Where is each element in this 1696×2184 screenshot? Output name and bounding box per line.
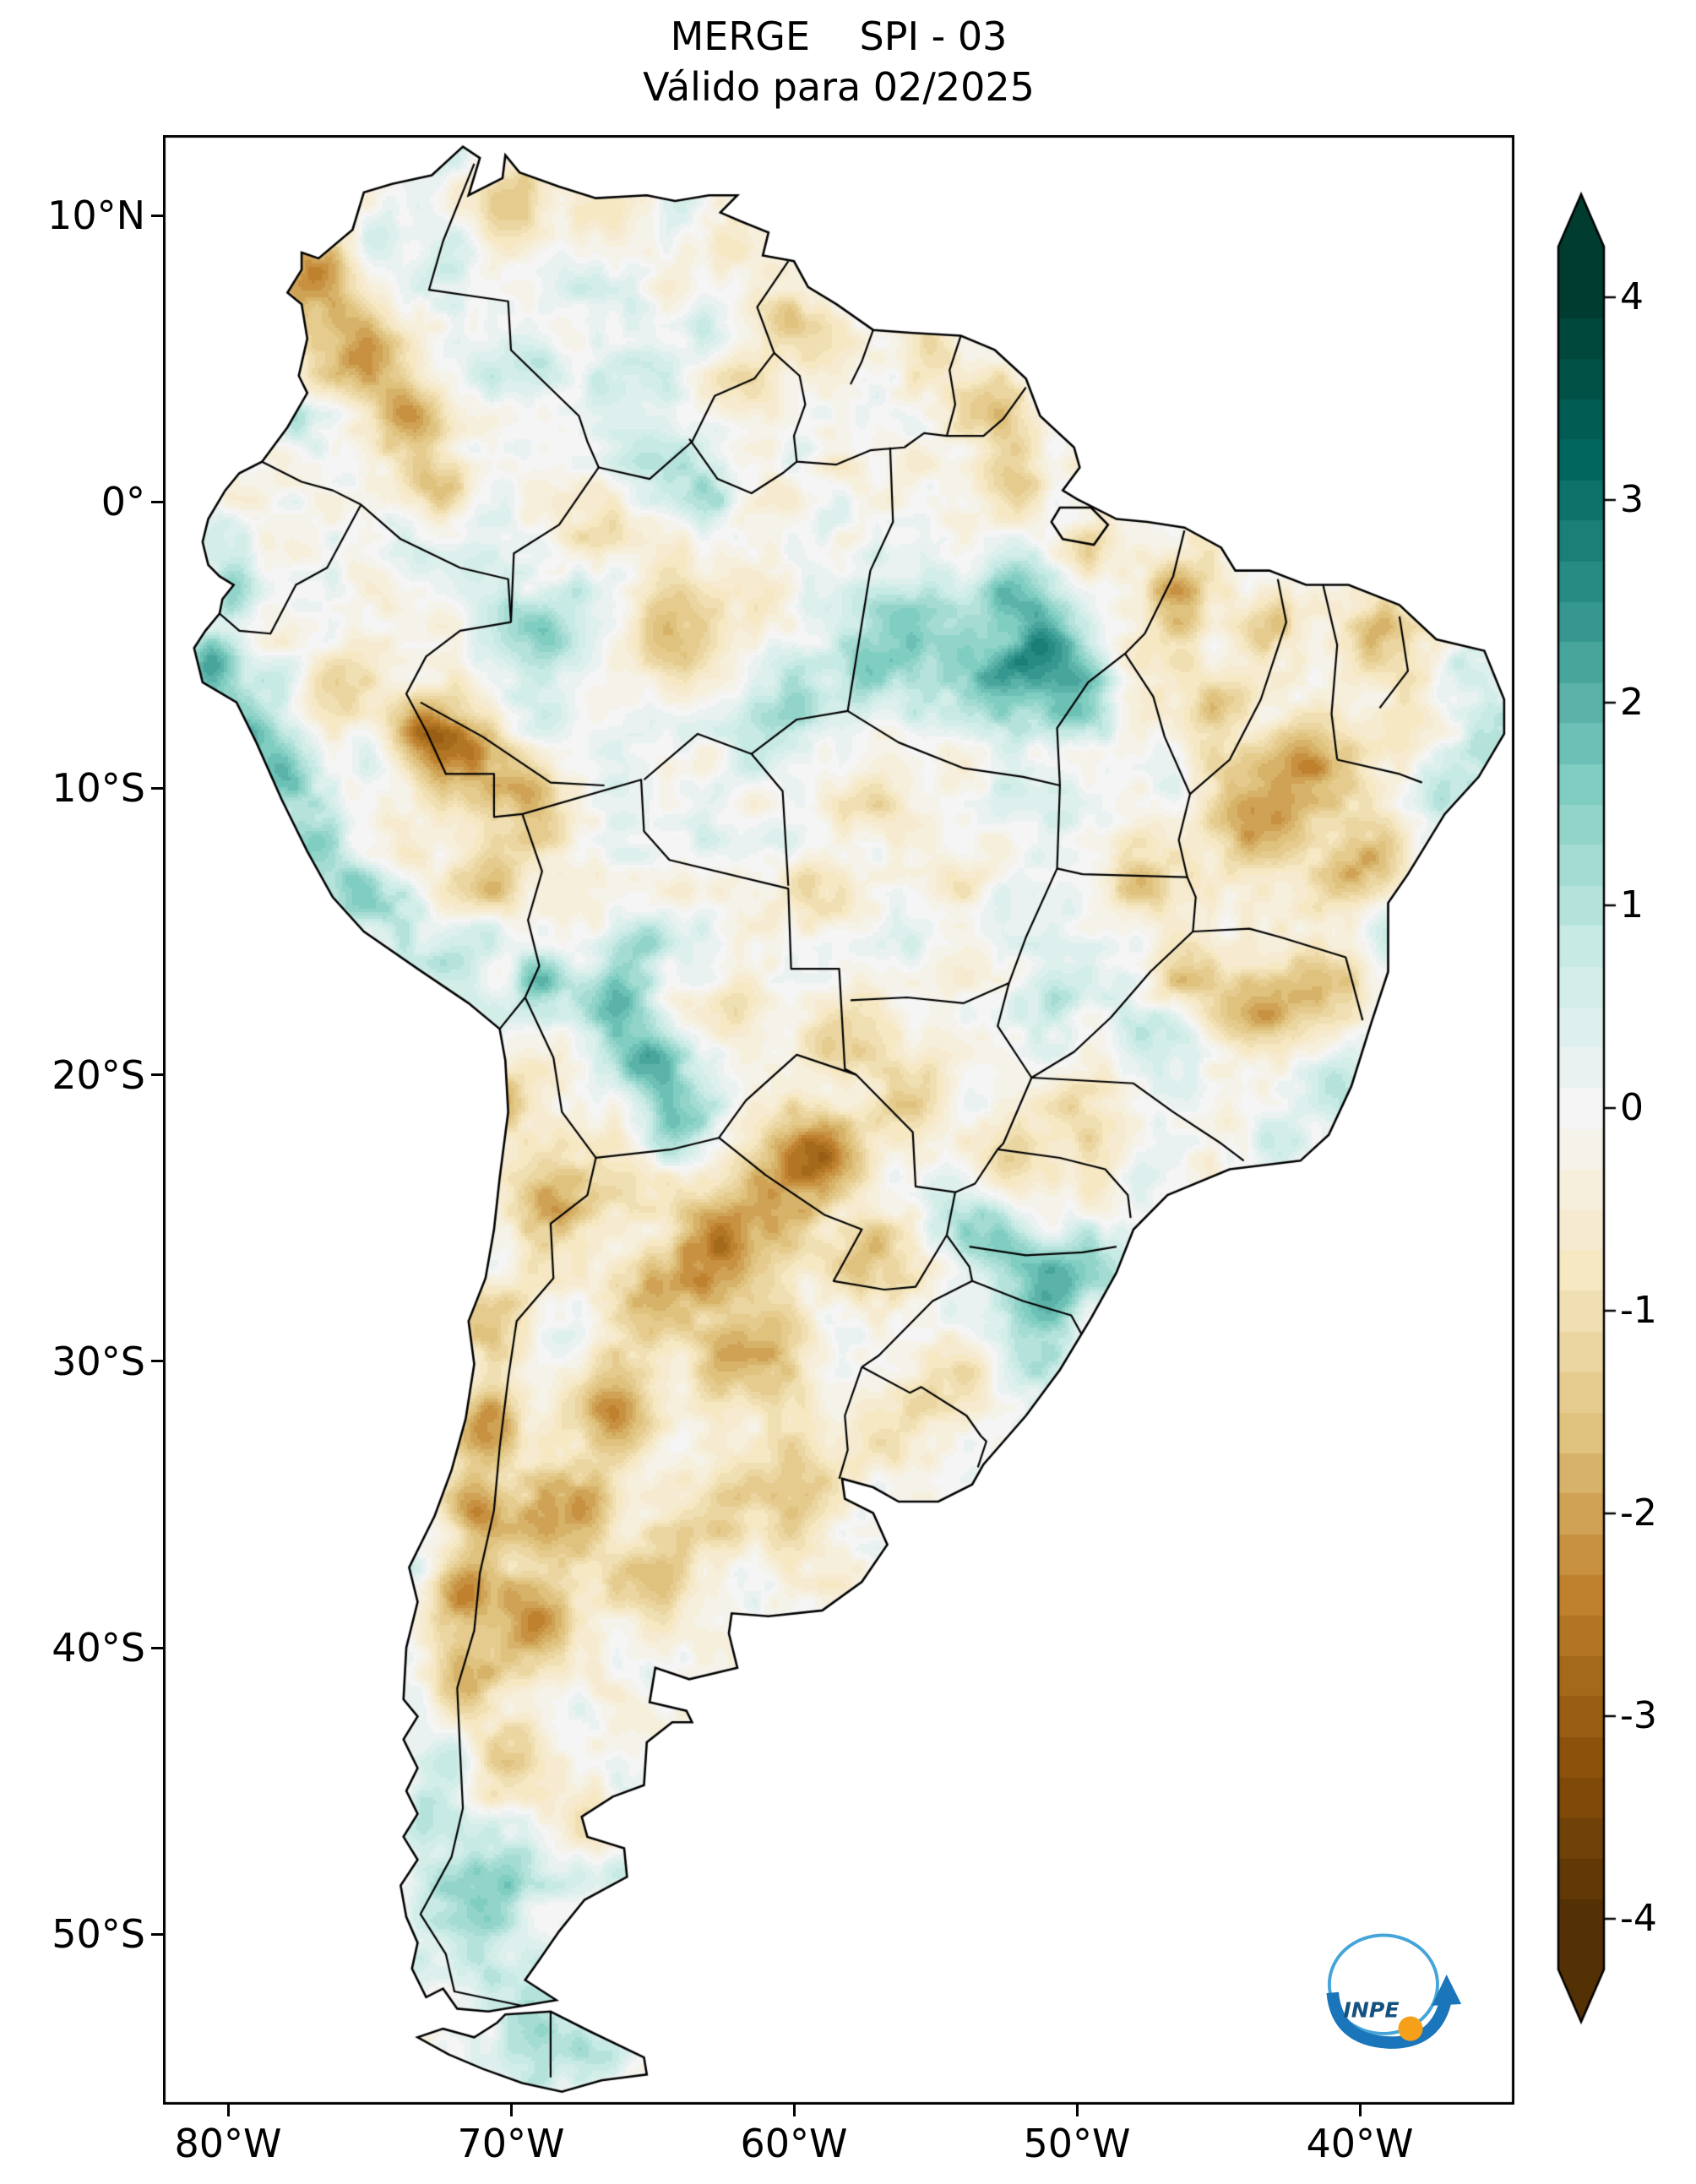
- y-tick-mark: [151, 1646, 163, 1649]
- x-tick-label: 70°W: [457, 2121, 565, 2166]
- colorbar-tick-label: -1: [1620, 1289, 1657, 1332]
- colorbar-tick-label: 3: [1620, 478, 1644, 521]
- logo-orange-dot: [1398, 2016, 1423, 2041]
- y-tick-label: 50°S: [52, 1911, 145, 1958]
- y-tick-mark: [151, 500, 163, 503]
- colorbar-tick-label: 1: [1620, 883, 1644, 926]
- inpe-logo: INPE: [1326, 1933, 1462, 2049]
- y-tick-mark: [151, 1932, 163, 1936]
- colorbar-tick-label: -3: [1620, 1694, 1657, 1737]
- x-tick-mark: [1358, 2105, 1362, 2116]
- x-tick-mark: [1075, 2105, 1079, 2116]
- x-tick-mark: [509, 2105, 513, 2116]
- figure-subtitle: Válido para 02/2025: [643, 64, 1035, 110]
- x-tick-label: 50°W: [1023, 2121, 1131, 2166]
- y-tick-mark: [151, 1360, 163, 1363]
- figure-title: MERGE SPI - 03: [670, 14, 1008, 59]
- y-tick-label: 0°: [101, 479, 145, 525]
- colorbar-tick-label: 2: [1620, 681, 1644, 724]
- colorbar-tick-label: -4: [1620, 1897, 1657, 1940]
- logo-orbit-ring: [1327, 1933, 1439, 2035]
- y-tick-mark: [151, 786, 163, 790]
- logo-arrow: [1326, 1991, 1451, 2049]
- x-tick-label: 60°W: [740, 2121, 848, 2166]
- x-tick-label: 40°W: [1306, 2121, 1414, 2166]
- colorbar-tick-label: 4: [1620, 275, 1644, 318]
- y-tick-label: 10°N: [47, 193, 145, 238]
- y-tick-mark: [151, 214, 163, 217]
- x-tick-label: 80°W: [174, 2121, 282, 2166]
- inpe-logo-text: INPE: [1343, 1997, 1399, 2022]
- x-tick-mark: [792, 2105, 796, 2116]
- y-tick-label: 30°S: [52, 1338, 145, 1384]
- y-tick-label: 20°S: [52, 1051, 145, 1098]
- y-tick-mark: [151, 1073, 163, 1077]
- colorbar-tick-label: -2: [1620, 1491, 1657, 1535]
- colorbar: [1557, 191, 1633, 2066]
- y-tick-label: 10°S: [52, 765, 145, 812]
- logo-arrowhead: [1432, 1975, 1462, 2006]
- colorbar-tick-label: 0: [1620, 1086, 1644, 1129]
- south-america-spi-raster-map: [163, 135, 1514, 2105]
- x-tick-mark: [226, 2105, 230, 2116]
- y-tick-label: 40°S: [52, 1625, 145, 1671]
